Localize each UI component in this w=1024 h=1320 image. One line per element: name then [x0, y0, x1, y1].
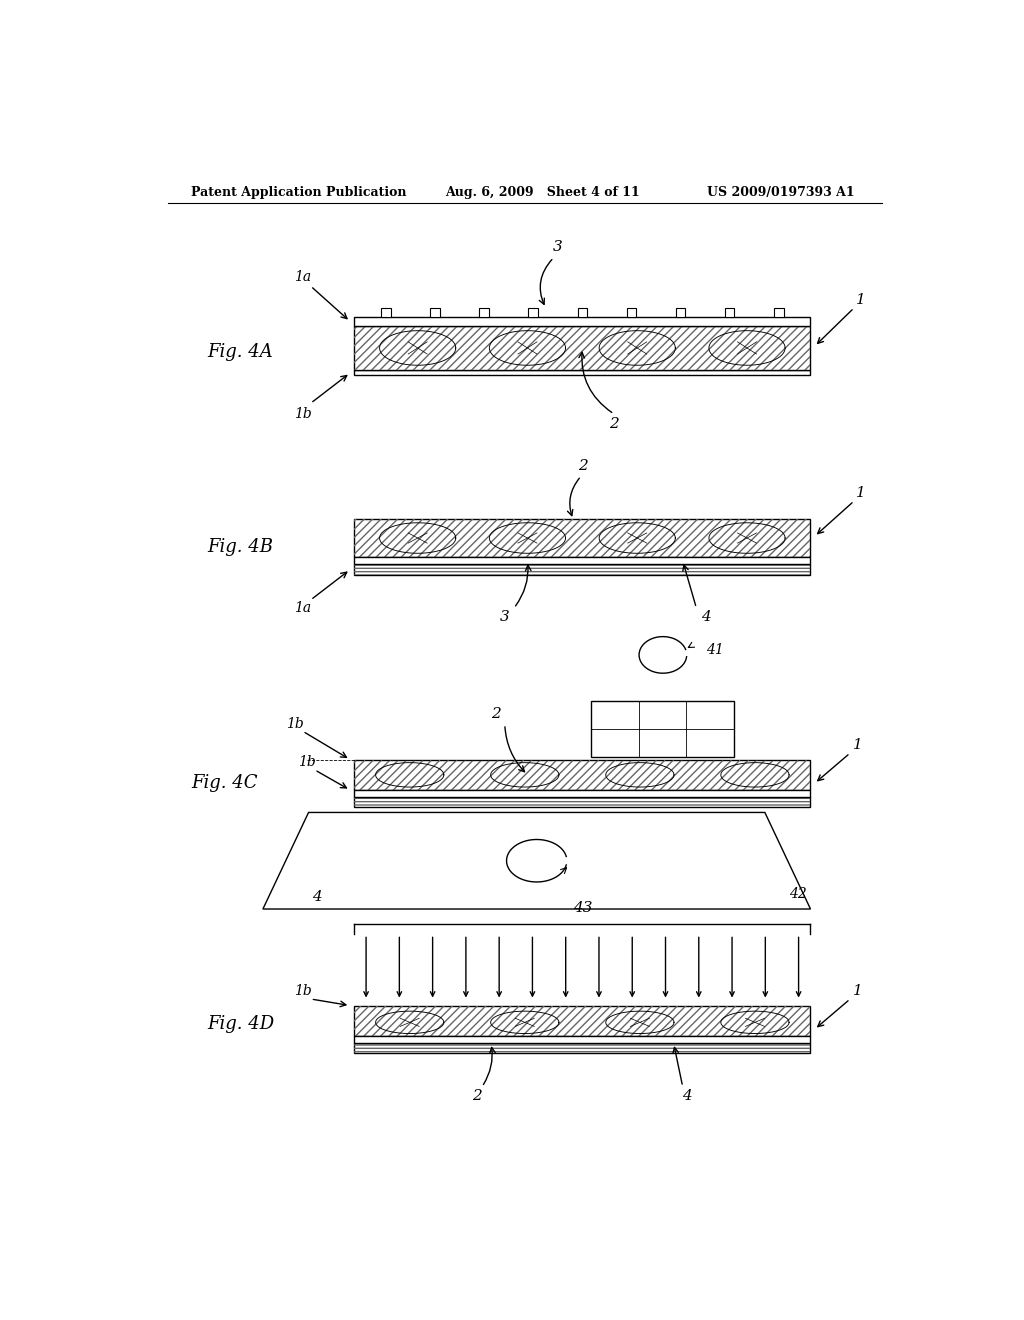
- Bar: [354, 557, 811, 565]
- Text: 2: 2: [490, 708, 501, 721]
- Bar: [578, 309, 587, 318]
- Bar: [354, 791, 811, 797]
- Bar: [592, 701, 734, 756]
- Text: 42: 42: [788, 887, 807, 900]
- Text: 1a: 1a: [294, 601, 311, 615]
- Text: 4: 4: [311, 890, 322, 904]
- Text: 1b: 1b: [294, 983, 311, 998]
- Bar: [354, 1043, 811, 1053]
- Bar: [676, 309, 685, 318]
- Bar: [354, 759, 811, 791]
- Text: 1: 1: [856, 486, 865, 500]
- Polygon shape: [263, 812, 810, 909]
- Bar: [381, 309, 391, 318]
- Text: 1b: 1b: [286, 717, 303, 731]
- Bar: [354, 1006, 811, 1036]
- Bar: [479, 309, 488, 318]
- Bar: [354, 326, 811, 371]
- Text: 1: 1: [856, 293, 865, 306]
- Bar: [354, 326, 811, 371]
- Text: 1b: 1b: [298, 755, 315, 768]
- Text: 2: 2: [472, 1089, 482, 1104]
- Bar: [354, 797, 811, 808]
- Bar: [354, 565, 811, 574]
- Text: Fig. 4C: Fig. 4C: [191, 775, 258, 792]
- Bar: [354, 797, 811, 808]
- Text: Patent Application Publication: Patent Application Publication: [191, 186, 407, 199]
- Text: 2: 2: [578, 459, 588, 473]
- Text: Fig. 4A: Fig. 4A: [207, 342, 273, 360]
- Text: 1b: 1b: [294, 407, 311, 421]
- Bar: [354, 565, 811, 574]
- Text: 4: 4: [682, 1089, 692, 1104]
- Text: 3: 3: [500, 610, 510, 624]
- Bar: [354, 1006, 811, 1036]
- Text: Fig. 4D: Fig. 4D: [207, 1015, 274, 1034]
- Text: 1a: 1a: [294, 269, 311, 284]
- Text: 3: 3: [553, 240, 562, 255]
- Text: Fig. 4B: Fig. 4B: [207, 537, 273, 556]
- Text: 4: 4: [700, 610, 711, 624]
- Bar: [354, 1043, 811, 1053]
- Bar: [354, 371, 811, 375]
- Bar: [354, 519, 811, 557]
- Text: 1: 1: [853, 983, 863, 998]
- Bar: [430, 309, 439, 318]
- Bar: [354, 519, 811, 557]
- Text: 43: 43: [572, 902, 592, 915]
- Bar: [627, 309, 636, 318]
- Bar: [528, 309, 538, 318]
- Text: 1: 1: [853, 738, 863, 752]
- Text: 41: 41: [707, 643, 724, 657]
- Text: Aug. 6, 2009   Sheet 4 of 11: Aug. 6, 2009 Sheet 4 of 11: [445, 186, 640, 199]
- Bar: [354, 1036, 811, 1043]
- Bar: [354, 759, 811, 791]
- Bar: [774, 309, 783, 318]
- Text: US 2009/0197393 A1: US 2009/0197393 A1: [708, 186, 855, 199]
- Bar: [354, 318, 811, 326]
- Bar: [725, 309, 734, 318]
- Text: 2: 2: [609, 417, 618, 432]
